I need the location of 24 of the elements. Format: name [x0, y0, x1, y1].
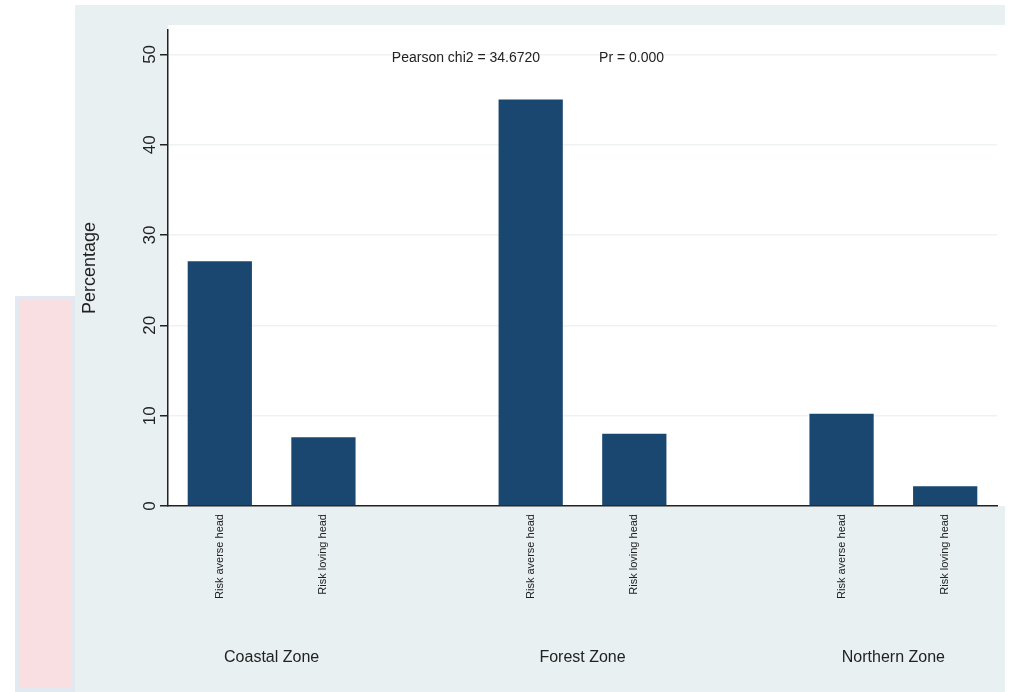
bar: [291, 437, 356, 506]
y-tick-label: 40: [140, 135, 160, 155]
x-tick-label: Risk averse head: [212, 514, 225, 599]
bar: [602, 433, 667, 506]
y-tick-label: 50: [140, 44, 160, 64]
x-tick-label: Risk averse head: [834, 514, 847, 599]
text: Forest Zone: [539, 648, 626, 666]
x-tick-label: Risk averse head: [523, 514, 536, 599]
x-tick-label: Risk loving head: [938, 514, 951, 595]
annotation: Pr = 0.000: [599, 49, 665, 66]
bar: [498, 99, 563, 506]
bar: [187, 261, 252, 506]
text: Northern Zone: [841, 648, 946, 666]
y-tick-label: 30: [140, 225, 160, 245]
x-tick-label: Risk loving head: [627, 514, 640, 595]
y-tick-label: 20: [140, 315, 160, 335]
x-tick-label: Risk loving head: [316, 514, 329, 595]
bar: [809, 413, 874, 506]
y-tick-label: 0: [140, 501, 160, 511]
y-axis-title: Percentage: [78, 221, 99, 315]
annotation: Pearson chi2 = 34.6720: [391, 49, 541, 66]
bar: [913, 486, 978, 506]
y-tick-label: 10: [140, 406, 160, 426]
text: Coastal Zone: [224, 648, 320, 666]
